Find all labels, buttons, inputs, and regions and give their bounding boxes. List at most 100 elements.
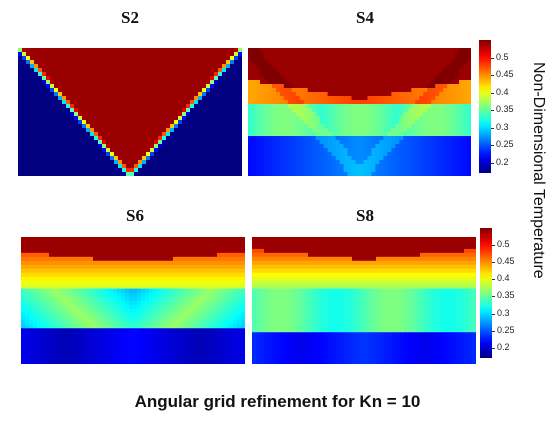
heatmap-cell (154, 88, 159, 93)
heatmap-cell (61, 276, 66, 282)
heatmap-cell (359, 152, 365, 157)
heatmap-cell (295, 144, 301, 149)
heatmap-cell (142, 108, 147, 113)
heatmap-cell (90, 64, 95, 69)
heatmap-cell (146, 168, 151, 173)
heatmap-cell (149, 332, 154, 337)
heatmap-cell (237, 284, 242, 290)
heatmap-cell (49, 284, 54, 290)
heatmap-cell (407, 104, 412, 109)
heatmap-cell (18, 88, 23, 93)
heatmap-cell (387, 168, 392, 173)
heatmap-cell (279, 160, 285, 165)
heatmap-cell (210, 64, 215, 69)
heatmap-cell (431, 68, 436, 73)
heatmap-cell (343, 80, 349, 85)
heatmap-cell (82, 68, 87, 73)
heatmap-cell (158, 84, 163, 89)
heatmap-cell (295, 64, 301, 69)
heatmap-cell (299, 92, 305, 97)
heatmap-cell (170, 116, 175, 121)
heatmap-cell (206, 148, 211, 153)
heatmap-cell (423, 64, 428, 69)
heatmap-cell (399, 56, 404, 61)
heatmap-cell (419, 156, 424, 161)
heatmap-cell (134, 132, 139, 137)
heatmap-cell (213, 320, 218, 325)
heatmap-cell (70, 100, 75, 105)
heatmap-cell (85, 237, 90, 242)
heatmap-cell (275, 60, 281, 65)
heatmap-cell (221, 300, 226, 306)
heatmap-cell (190, 96, 195, 101)
heatmap-cell (411, 156, 416, 161)
heatmap-cell (407, 116, 412, 121)
heatmap-cell (238, 80, 242, 85)
heatmap-cell (38, 116, 43, 121)
heatmap-cell (118, 88, 123, 93)
heatmap-cell (198, 84, 203, 89)
heatmap-cell (66, 96, 71, 101)
heatmap-cell (58, 104, 63, 109)
heatmap-cell (226, 116, 231, 121)
heatmap-cell (86, 88, 91, 93)
heatmap-cell (126, 140, 131, 145)
heatmap-cell (22, 144, 27, 149)
heatmap-cell (447, 128, 452, 133)
heatmap-cell (61, 237, 66, 242)
heatmap-cell (165, 272, 170, 278)
heatmap-cell (299, 148, 305, 153)
heatmap-cell (371, 116, 377, 121)
heatmap-cell (73, 240, 78, 246)
heatmap-cell (379, 60, 384, 65)
heatmap-cell (178, 80, 183, 85)
heatmap-cell (371, 156, 377, 161)
heatmap-cell (78, 84, 83, 89)
heatmap-cell (459, 140, 464, 145)
heatmap-cell (178, 60, 183, 65)
heatmap-cell (363, 76, 369, 81)
heatmap-cell (291, 132, 297, 137)
heatmap-cell (379, 88, 384, 93)
heatmap-cell (73, 316, 78, 321)
heatmap-cell (206, 156, 211, 161)
heatmap-cell (25, 312, 30, 317)
heatmap-cell (78, 100, 83, 105)
heatmap-cell (173, 280, 178, 286)
heatmap-cell (299, 48, 305, 53)
heatmap-cell (251, 168, 257, 173)
heatmap-cell (102, 60, 107, 65)
heatmap-cell (255, 116, 261, 121)
heatmap-cell (34, 104, 39, 109)
heatmap-cell (463, 156, 468, 161)
heatmap-cell (21, 292, 26, 298)
heatmap-cell (367, 144, 373, 149)
heatmap-cell (21, 248, 26, 254)
heatmap-cell (275, 52, 281, 57)
heatmap-cell (459, 88, 464, 93)
heatmap-cell (359, 68, 365, 73)
heatmap-cell (225, 332, 230, 337)
heatmap-cell (439, 144, 444, 149)
heatmap-cell (82, 124, 87, 129)
heatmap-cell (73, 260, 78, 266)
heatmap-cell (94, 108, 99, 113)
heatmap-cell (255, 92, 261, 97)
heatmap-cell (427, 164, 432, 169)
heatmap-cell (319, 96, 325, 101)
heatmap-cell (78, 152, 83, 157)
heatmap-cell (451, 140, 456, 145)
heatmap-cell (201, 324, 206, 329)
heatmap-cell (145, 248, 150, 254)
heatmap-cell (387, 112, 392, 117)
heatmap-cell (38, 136, 43, 141)
heatmap-cell (225, 260, 230, 266)
heatmap-cell (182, 136, 187, 141)
heatmap-cell (303, 72, 309, 77)
heatmap-cell (295, 60, 301, 65)
heatmap-cell (122, 88, 127, 93)
heatmap-cell (197, 284, 202, 290)
heatmap-cell (93, 240, 98, 246)
heatmap-cell (419, 56, 424, 61)
heatmap-cell (150, 72, 155, 77)
